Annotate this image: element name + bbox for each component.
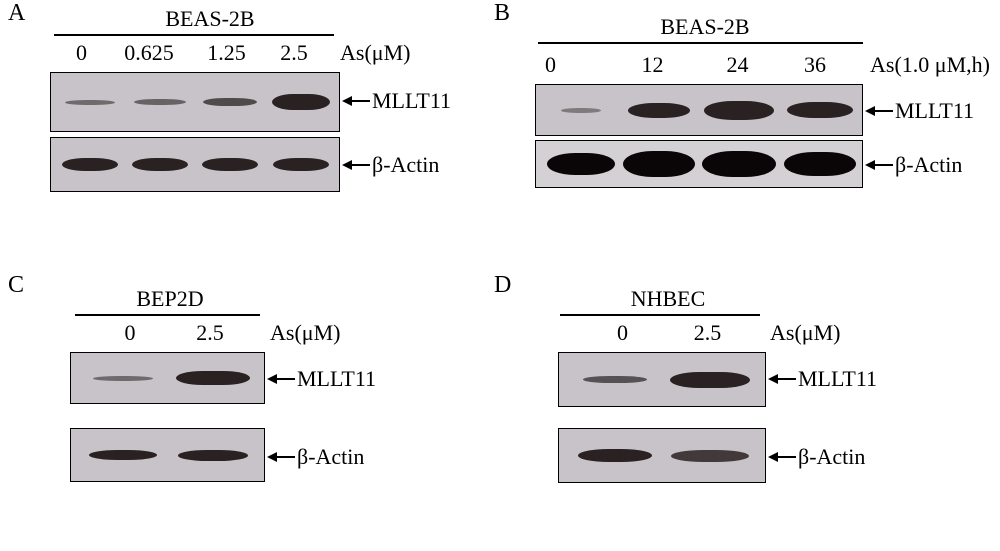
cell-line-d: NHBEC xyxy=(608,286,728,312)
cond-a-1: 0.625 xyxy=(109,40,189,66)
cond-d-0: 0 xyxy=(585,320,660,346)
panel-c: C BEP2D 0 2.5 As(μM) MLLT11 β-Actin xyxy=(0,280,490,540)
cond-b-3: 36 xyxy=(780,52,850,78)
arrow-label-a-actin: β-Actin xyxy=(342,152,439,178)
blot-b-mllt11 xyxy=(535,84,863,136)
lane-b-a-3 xyxy=(780,141,860,187)
arrow-left-icon xyxy=(267,449,295,465)
lane-b-m-1 xyxy=(620,85,698,135)
target-d-actin: β-Actin xyxy=(798,444,865,470)
target-b-actin: β-Actin xyxy=(895,152,962,178)
arrow-label-d-actin: β-Actin xyxy=(768,444,865,470)
blot-b-actin xyxy=(535,140,863,188)
target-a-mllt11: MLLT11 xyxy=(372,88,451,114)
rule-b xyxy=(538,42,863,44)
rule-c xyxy=(75,314,260,316)
panel-letter-b: B xyxy=(494,0,510,27)
panel-letter-a: A xyxy=(8,0,25,27)
panel-b: B BEAS-2B 0 12 24 36 As(1.0 μM,h) MLLT11… xyxy=(490,0,1000,260)
conditions-d: 0 2.5 xyxy=(585,320,765,346)
condition-label-a: As(μM) xyxy=(340,40,410,66)
conditions-b: 0 12 24 36 xyxy=(545,52,865,78)
panel-d: D NHBEC 0 2.5 As(μM) MLLT11 β-Actin xyxy=(490,278,1000,538)
lane-b-m-0 xyxy=(542,85,620,135)
lane-a-a-1 xyxy=(125,138,195,191)
condition-label-c: As(μM) xyxy=(270,320,340,346)
blot-c-mllt11 xyxy=(70,352,265,404)
lane-d-m-0 xyxy=(569,353,661,406)
arrow-label-b-mllt11: MLLT11 xyxy=(865,98,974,124)
panel-a: A BEAS-2B 0 0.625 1.25 2.5 As(μM) MLLT11… xyxy=(0,0,490,260)
lane-d-a-0 xyxy=(569,429,661,482)
arrow-label-b-actin: β-Actin xyxy=(865,152,962,178)
arrow-left-icon xyxy=(768,449,796,465)
arrow-left-icon xyxy=(342,157,370,173)
blot-a-mllt11 xyxy=(50,72,340,132)
lane-c-m-1 xyxy=(167,353,259,403)
rule-d xyxy=(560,314,760,316)
lane-d-a-1 xyxy=(661,429,759,482)
target-d-mllt11: MLLT11 xyxy=(798,366,877,392)
cond-c-0: 0 xyxy=(95,320,165,346)
blot-a-actin xyxy=(50,137,340,192)
arrow-label-a-mllt11: MLLT11 xyxy=(342,88,451,114)
lane-a-m-0 xyxy=(55,73,125,131)
arrow-left-icon xyxy=(267,371,295,387)
conditions-c: 0 2.5 xyxy=(95,320,265,346)
cond-a-3: 2.5 xyxy=(264,40,324,66)
lane-c-a-1 xyxy=(167,429,259,481)
cond-a-2: 1.25 xyxy=(189,40,264,66)
arrow-label-d-mllt11: MLLT11 xyxy=(768,366,877,392)
lane-a-m-1 xyxy=(125,73,195,131)
condition-label-d: As(μM) xyxy=(770,320,840,346)
target-c-mllt11: MLLT11 xyxy=(297,366,376,392)
rule-a xyxy=(54,34,334,36)
cell-line-a: BEAS-2B xyxy=(130,6,290,32)
arrow-left-icon xyxy=(865,103,893,119)
cond-b-0: 0 xyxy=(545,52,610,78)
blot-d-actin xyxy=(558,428,766,483)
panel-letter-c: C xyxy=(8,272,24,299)
lane-b-a-1 xyxy=(620,141,698,187)
lane-d-m-1 xyxy=(661,353,759,406)
blot-c-actin xyxy=(70,428,265,482)
conditions-a: 0 0.625 1.25 2.5 xyxy=(54,40,344,66)
arrow-left-icon xyxy=(342,93,370,109)
lane-b-a-2 xyxy=(698,141,780,187)
lane-a-a-0 xyxy=(55,138,125,191)
lane-a-m-3 xyxy=(265,73,337,131)
cond-b-2: 24 xyxy=(695,52,780,78)
lane-a-a-3 xyxy=(265,138,337,191)
lane-c-a-0 xyxy=(79,429,167,481)
cond-a-0: 0 xyxy=(54,40,109,66)
condition-label-b: As(1.0 μM,h) xyxy=(870,52,990,78)
target-b-mllt11: MLLT11 xyxy=(895,98,974,124)
cond-d-1: 2.5 xyxy=(660,320,755,346)
panel-letter-d: D xyxy=(494,272,511,299)
cell-line-b: BEAS-2B xyxy=(625,14,785,40)
target-c-actin: β-Actin xyxy=(297,444,364,470)
arrow-label-c-actin: β-Actin xyxy=(267,444,364,470)
lane-a-m-2 xyxy=(195,73,265,131)
arrow-left-icon xyxy=(768,371,796,387)
cond-b-1: 12 xyxy=(610,52,695,78)
arrow-left-icon xyxy=(865,157,893,173)
lane-a-a-2 xyxy=(195,138,265,191)
lane-c-m-0 xyxy=(79,353,167,403)
target-a-actin: β-Actin xyxy=(372,152,439,178)
lane-b-m-3 xyxy=(780,85,860,135)
cell-line-c: BEP2D xyxy=(110,286,230,312)
lane-b-m-2 xyxy=(698,85,780,135)
blot-d-mllt11 xyxy=(558,352,766,407)
arrow-label-c-mllt11: MLLT11 xyxy=(267,366,376,392)
cond-c-1: 2.5 xyxy=(165,320,255,346)
lane-b-a-0 xyxy=(542,141,620,187)
